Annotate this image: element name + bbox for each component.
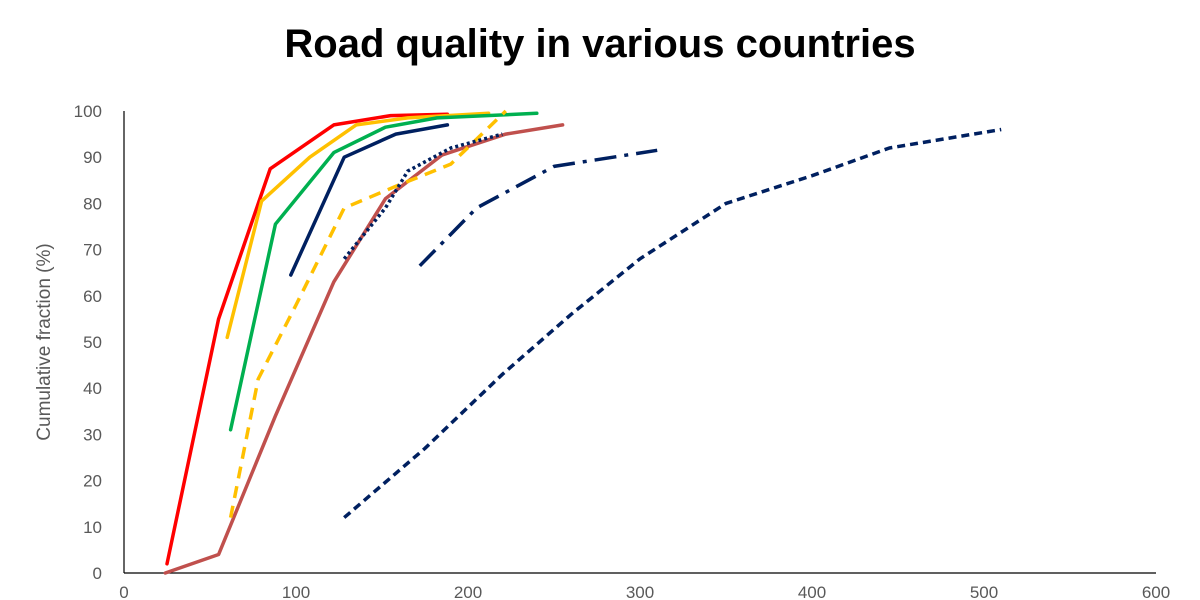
x-tick-label: 600 [1142, 583, 1170, 600]
x-tick-label: 0 [119, 583, 128, 600]
y-tick-label: 30 [83, 425, 102, 444]
series-line-2 [225, 111, 491, 340]
y-axis-ticks: 0 10 20 30 40 50 60 70 80 90 100 [74, 102, 102, 583]
y-tick-label: 60 [83, 287, 102, 306]
y-tick-label: 10 [83, 518, 102, 537]
chart-title: Road quality in various countries [284, 22, 916, 66]
y-tick-label: 100 [74, 102, 102, 121]
y-tick-label: 70 [83, 241, 102, 260]
series-line-1 [165, 112, 450, 566]
series-line-5 [163, 123, 565, 575]
y-tick-label: 40 [83, 379, 102, 398]
series-line-6 [228, 109, 508, 518]
chart-axes [123, 111, 1156, 574]
series-layer [163, 109, 1002, 575]
x-tick-label: 400 [798, 583, 826, 600]
y-tick-label: 20 [83, 472, 102, 491]
x-tick-label: 300 [626, 583, 654, 600]
y-tick-label: 0 [93, 564, 102, 583]
series-line-9 [343, 127, 1002, 519]
y-tick-label: 50 [83, 333, 102, 352]
y-tick-label: 90 [83, 148, 102, 167]
y-tick-label: 80 [83, 194, 102, 213]
x-axis-ticks: 0 100 200 300 400 500 600 [119, 583, 1170, 600]
y-axis-label: Cumulative fraction (%) [34, 243, 55, 440]
series-line-8 [418, 148, 658, 268]
x-tick-label: 200 [454, 583, 482, 600]
x-tick-label: 100 [282, 583, 310, 600]
x-tick-label: 500 [970, 583, 998, 600]
series-line-3 [228, 111, 539, 432]
series-line-4 [289, 123, 450, 277]
series-line-7 [342, 132, 503, 260]
